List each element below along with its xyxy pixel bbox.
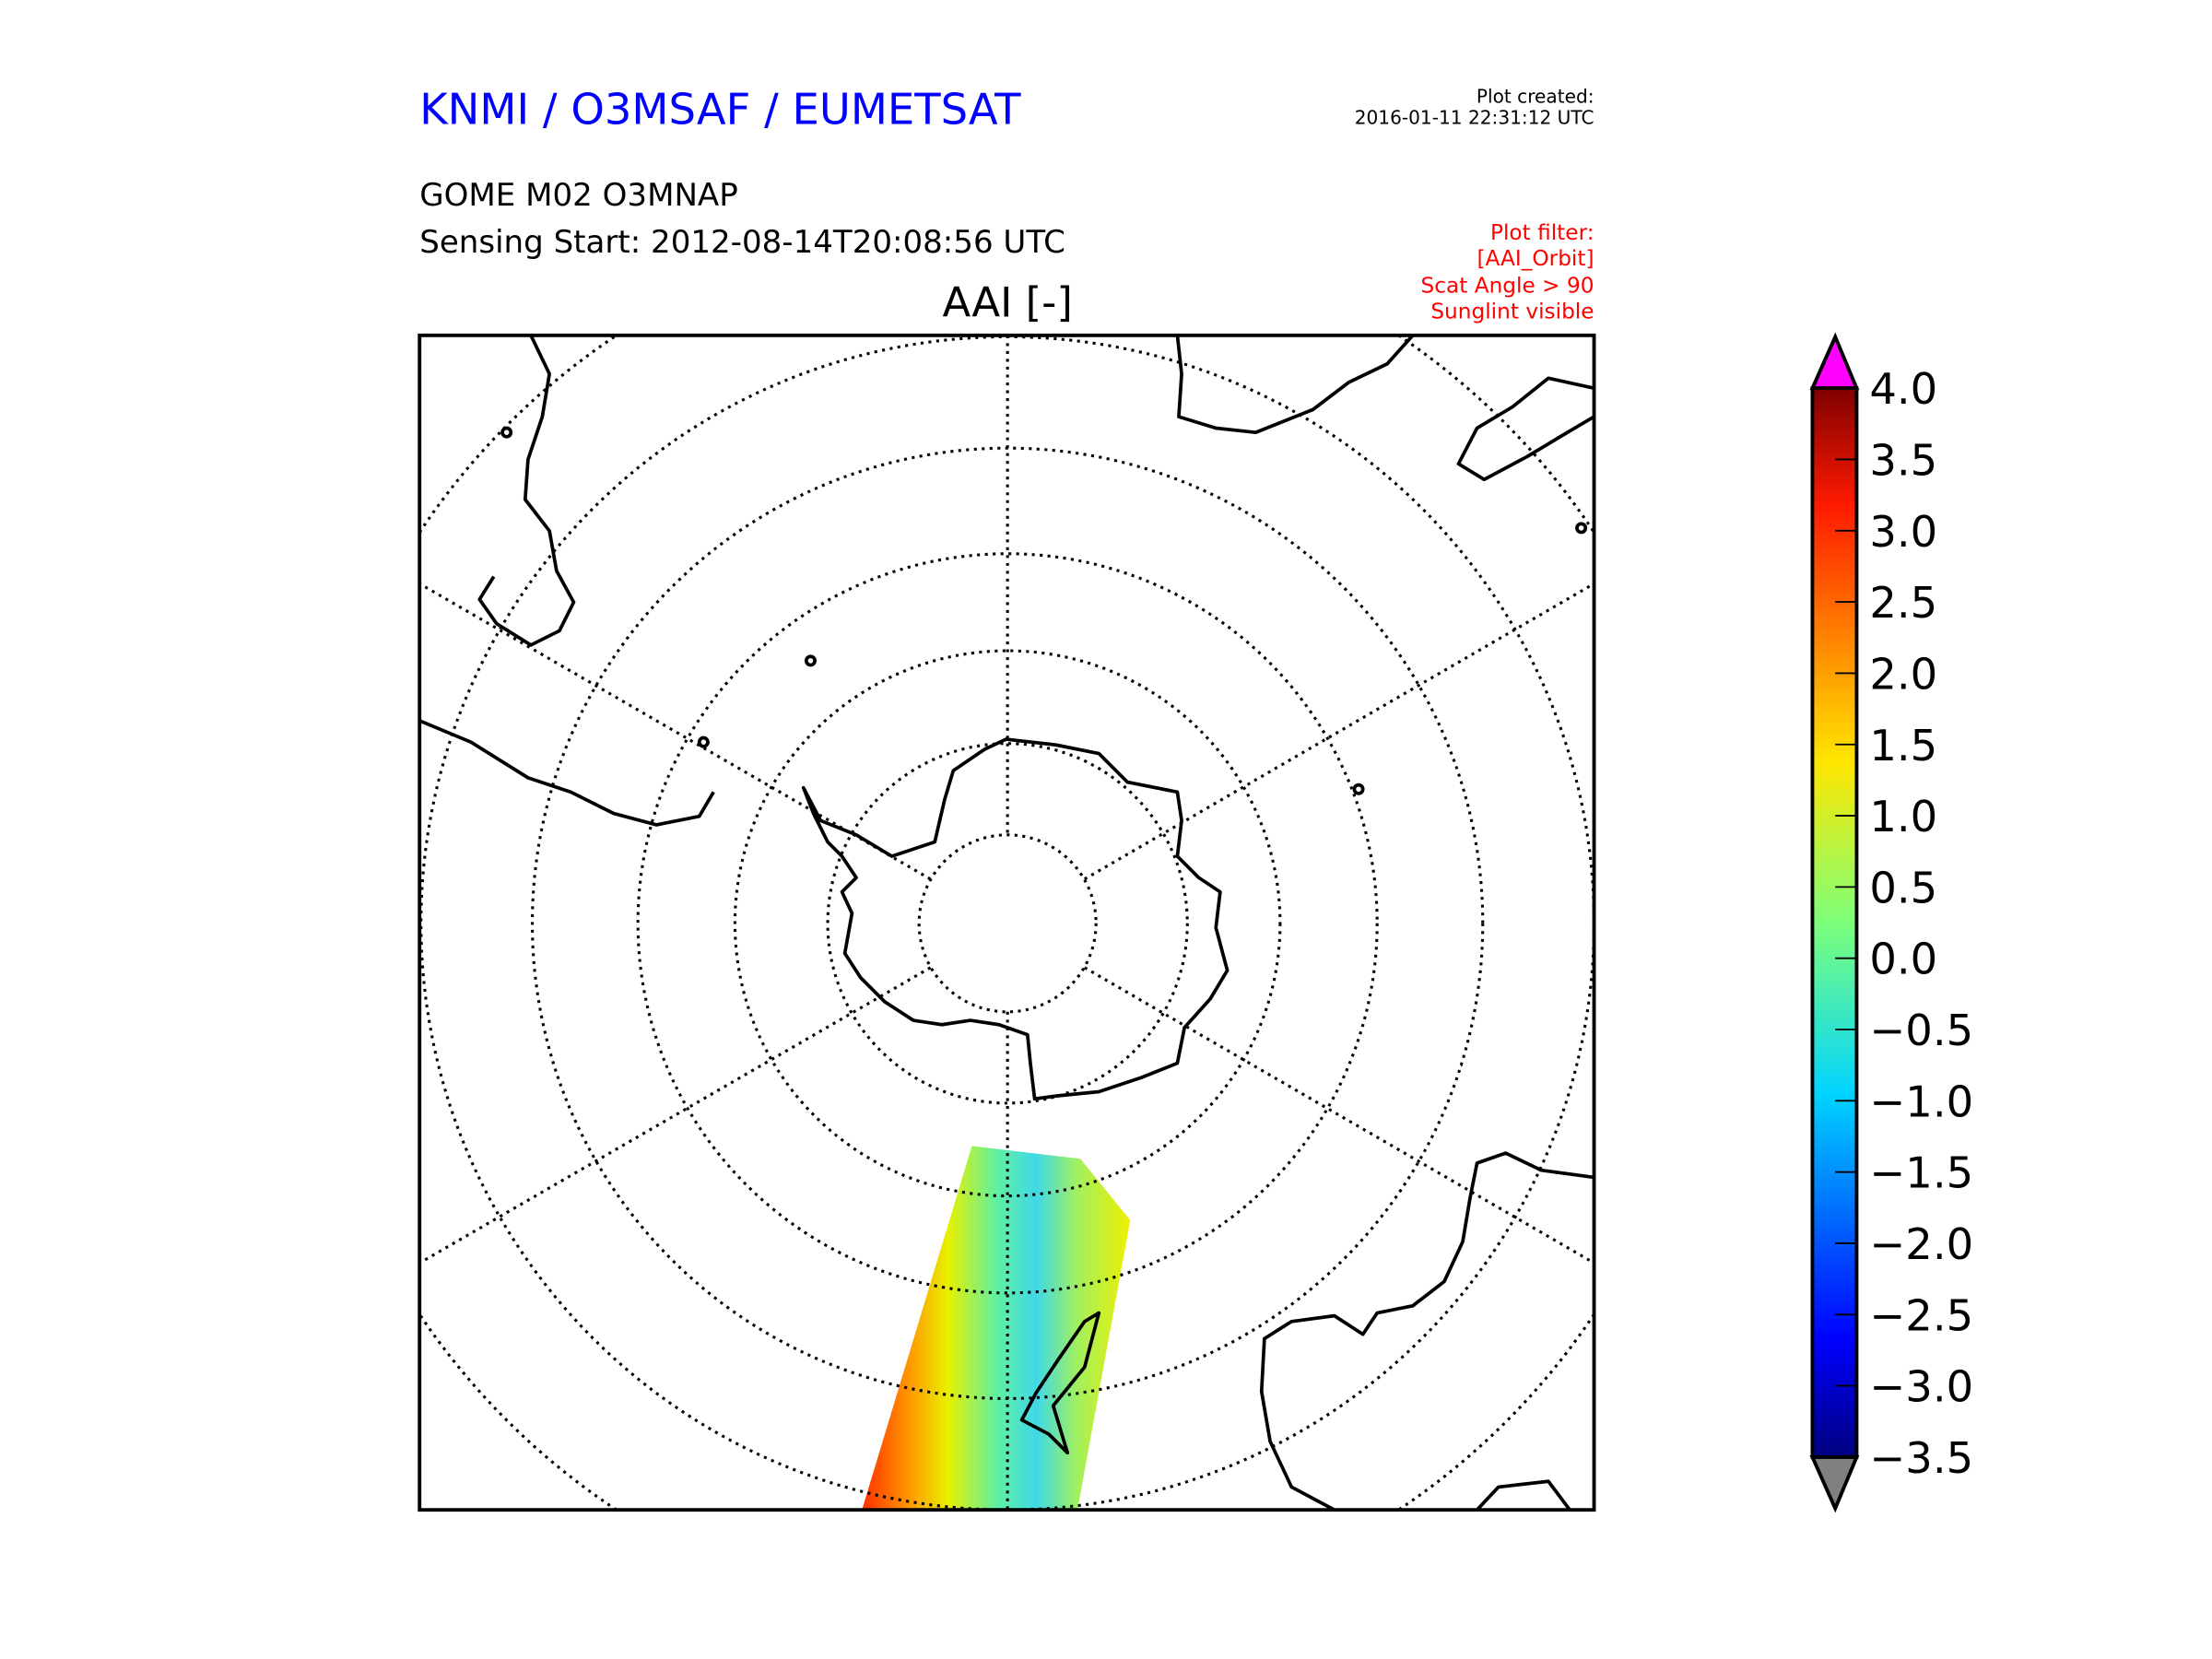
colorbar-under-triangle	[1809, 1454, 1860, 1513]
colorbar-tick-label: 4.0	[1869, 364, 1937, 414]
filter-line: Sunglint visible	[1430, 299, 1594, 324]
colorbar-tick-label: 2.5	[1869, 578, 1937, 628]
colorbar-tick-label: 3.0	[1869, 507, 1937, 557]
coastlines	[419, 335, 1594, 1511]
colorbar-tick-label: −1.0	[1869, 1077, 1973, 1126]
filter-line: [AAI_Orbit]	[1477, 246, 1594, 271]
colorbar: 4.0 3.5 3.0 2.5 2.0 1.5 1.0 0.5 0.0 −0.5 −1.0 −1.5 −…	[1809, 332, 1973, 1513]
colorbar-tick-label: 2.0	[1869, 649, 1937, 699]
map-area	[419, 335, 1594, 1511]
colorbar-tick-label: 1.5	[1869, 721, 1937, 771]
colorbar-tick-label: 3.5	[1869, 436, 1937, 486]
plot-created-label: Plot created:	[1477, 85, 1594, 107]
filter-line: Plot filter:	[1490, 220, 1594, 245]
map-frame	[418, 333, 1596, 1512]
colorbar-over-triangle	[1809, 332, 1860, 391]
graticule-meridians	[419, 335, 1594, 1511]
colorbar-tick-label: 0.0	[1869, 935, 1937, 984]
aai-swath	[862, 1146, 1131, 1511]
colorbar-tick-label: 0.5	[1869, 863, 1937, 912]
organisation-title: KNMI / O3MSAF / EUMETSAT	[419, 85, 1021, 135]
map-title: AAI [-]	[942, 278, 1072, 327]
plot-created-value: 2016-01-11 22:31:12 UTC	[1355, 107, 1594, 129]
colorbar-tick-label: −3.0	[1869, 1362, 1973, 1412]
colorbar-tick-label: 1.0	[1869, 792, 1937, 841]
filter-line: Scat Angle > 90	[1420, 273, 1594, 298]
colorbar-tick-label: −3.5	[1869, 1433, 1973, 1483]
colorbar-tick-label: −1.5	[1869, 1148, 1973, 1198]
colorbar-tick-label: −2.0	[1869, 1219, 1973, 1269]
product-name: GOME M02 O3MNAP	[419, 177, 738, 214]
colorbar-tick-label: −0.5	[1869, 1006, 1973, 1055]
colorbar-tick-label: −2.5	[1869, 1290, 1973, 1340]
colorbar-gradient	[1810, 386, 1859, 1459]
sensing-start: Sensing Start: 2012-08-14T20:08:56 UTC	[419, 224, 1065, 261]
